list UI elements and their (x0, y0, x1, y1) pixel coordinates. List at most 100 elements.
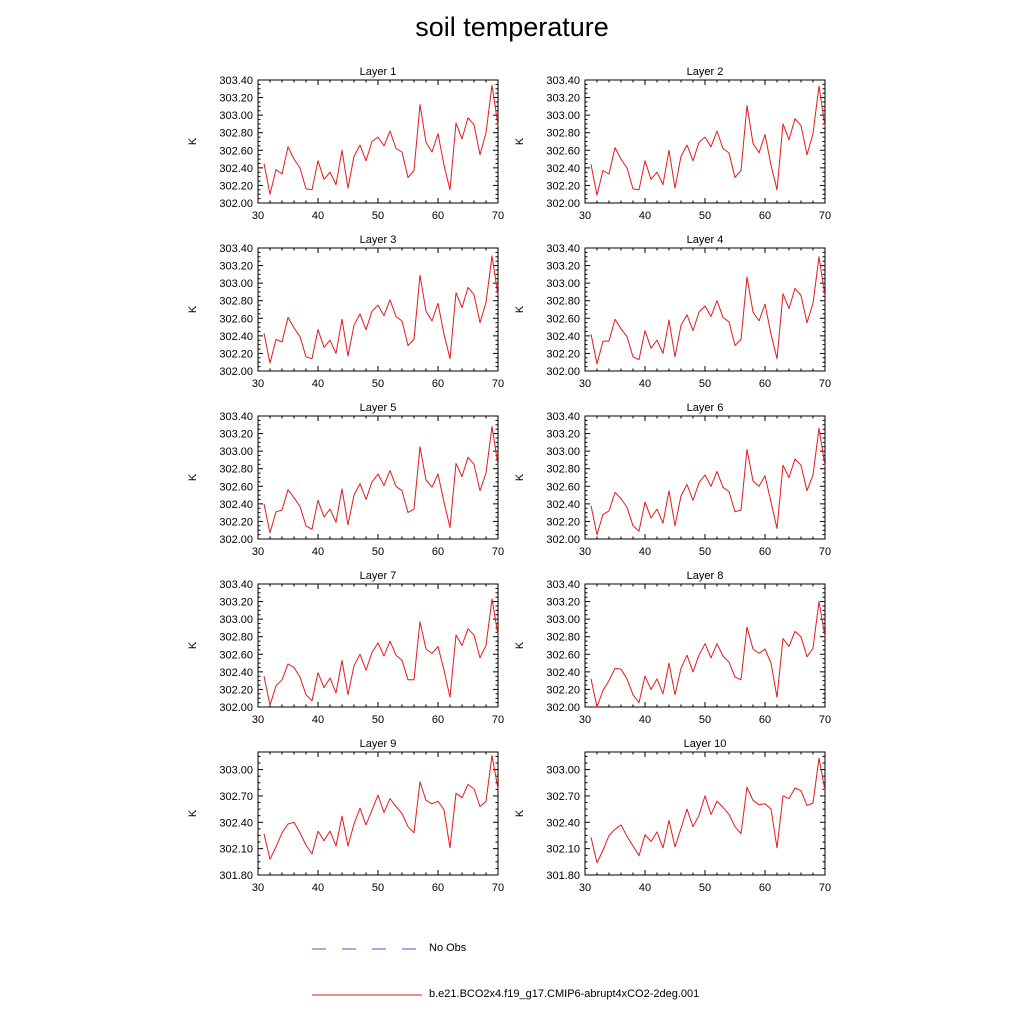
x-tick-label: 30 (252, 882, 264, 894)
y-tick-label: 303.20 (546, 261, 580, 273)
y-axis-label: K (187, 473, 199, 481)
y-axis-label: K (514, 137, 526, 145)
panel-title: Layer 3 (360, 234, 397, 246)
chart-title: soil temperature (415, 12, 609, 42)
x-tick-label: 60 (759, 210, 771, 222)
y-axis-label: K (187, 137, 199, 145)
series-line (263, 598, 499, 706)
plot-frame (257, 79, 499, 204)
y-tick-label: 302.80 (546, 464, 580, 476)
legend-swatch-no-obs (312, 948, 422, 950)
panel-layer-1: Layer 1 K 30 40 50 60 70 302.00 302.20 302.40 302.… (187, 66, 504, 222)
y-tick-label: 303.00 (219, 446, 253, 458)
y-tick-label: 303.00 (219, 614, 253, 626)
y-tick-label: 303.00 (546, 765, 580, 777)
y-tick-label: 302.60 (219, 649, 253, 661)
y-tick-label: 303.40 (219, 579, 253, 591)
x-tick-label: 70 (492, 714, 504, 726)
plot-frame (257, 415, 499, 540)
y-tick-label: 302.70 (219, 791, 253, 803)
x-tick-label: 40 (639, 714, 651, 726)
x-tick-label: 60 (432, 378, 444, 390)
series-line (263, 84, 499, 195)
x-tick-label: 30 (252, 210, 264, 222)
y-tick-label: 302.00 (546, 702, 580, 714)
x-tick-label: 60 (759, 882, 771, 894)
x-tick-label: 70 (492, 546, 504, 558)
y-tick-label: 303.00 (546, 614, 580, 626)
x-tick-label: 60 (759, 714, 771, 726)
y-tick-label: 303.00 (546, 278, 580, 290)
y-tick-label: 302.60 (219, 481, 253, 493)
y-tick-label: 303.20 (219, 429, 253, 441)
y-axis-label: K (514, 473, 526, 481)
x-tick-label: 60 (432, 210, 444, 222)
y-tick-label: 302.40 (219, 667, 253, 679)
y-tick-label: 302.40 (546, 817, 580, 829)
x-tick-label: 50 (372, 882, 384, 894)
y-tick-label: 302.00 (219, 366, 253, 378)
x-tick-label: 30 (579, 378, 591, 390)
panel-title: Layer 6 (687, 402, 724, 414)
y-tick-label: 303.20 (546, 429, 580, 441)
series-line (590, 601, 826, 708)
y-tick-label: 303.40 (546, 411, 580, 423)
x-tick-label: 70 (492, 882, 504, 894)
panel-layer-4: Layer 4 K 30 40 50 60 70 302.00 302.20 302.40 302.… (514, 234, 831, 390)
y-tick-label: 302.70 (546, 791, 580, 803)
x-tick-label: 70 (492, 378, 504, 390)
y-axis-label: K (514, 641, 526, 649)
y-axis-label: K (187, 305, 199, 313)
y-tick-label: 303.00 (546, 110, 580, 122)
panel-layer-7: Layer 7 K 30 40 50 60 70 302.00 302.20 302.40 302.… (187, 570, 504, 726)
panel-title: Layer 2 (687, 66, 724, 78)
y-tick-label: 302.80 (219, 464, 253, 476)
x-tick-label: 60 (432, 882, 444, 894)
x-tick-label: 40 (312, 546, 324, 558)
x-tick-label: 40 (312, 882, 324, 894)
y-tick-label: 303.00 (546, 446, 580, 458)
y-tick-label: 302.40 (219, 499, 253, 511)
y-tick-label: 302.20 (219, 180, 253, 192)
y-tick-label: 302.20 (546, 516, 580, 528)
y-tick-label: 302.40 (219, 163, 253, 175)
panel-title: Layer 1 (360, 66, 397, 78)
y-tick-label: 303.40 (546, 243, 580, 255)
y-tick-label: 302.00 (219, 198, 253, 210)
x-tick-label: 40 (312, 378, 324, 390)
y-tick-label: 302.40 (219, 331, 253, 343)
y-tick-label: 302.00 (546, 534, 580, 546)
x-tick-label: 30 (579, 546, 591, 558)
y-tick-label: 302.20 (219, 516, 253, 528)
y-tick-label: 302.40 (546, 331, 580, 343)
y-tick-label: 302.60 (219, 145, 253, 157)
y-tick-label: 303.40 (546, 75, 580, 87)
y-axis-label: K (187, 809, 199, 817)
y-tick-label: 303.00 (219, 278, 253, 290)
panel-layer-6: Layer 6 K 30 40 50 60 70 302.00 302.20 302.40 302.… (514, 402, 831, 558)
series-line (590, 85, 826, 196)
y-tick-label: 303.20 (219, 261, 253, 273)
y-tick-label: 303.40 (219, 411, 253, 423)
x-tick-label: 40 (639, 546, 651, 558)
y-tick-label: 301.80 (219, 870, 253, 882)
x-tick-label: 60 (432, 546, 444, 558)
plot-frame (257, 247, 499, 372)
x-tick-label: 60 (759, 378, 771, 390)
y-tick-label: 302.10 (546, 844, 580, 856)
y-tick-label: 302.60 (546, 481, 580, 493)
y-tick-label: 302.60 (546, 145, 580, 157)
plot-frame (257, 751, 499, 876)
y-tick-label: 302.20 (546, 684, 580, 696)
y-tick-label: 302.20 (219, 684, 253, 696)
panel-layer-3: Layer 3 K 30 40 50 60 70 302.00 302.20 302.40 302.… (187, 234, 504, 390)
x-tick-label: 60 (759, 546, 771, 558)
x-tick-label: 30 (252, 546, 264, 558)
panel-title: Layer 10 (684, 738, 727, 750)
y-tick-label: 302.80 (546, 296, 580, 308)
y-tick-label: 301.80 (546, 870, 580, 882)
panel-layer-2: Layer 2 K 30 40 50 60 70 302.00 302.20 302.40 302.… (514, 66, 831, 222)
y-tick-label: 303.00 (219, 765, 253, 777)
x-tick-label: 50 (372, 210, 384, 222)
panel-layer-9: Layer 9 K 30 40 50 60 70 301.80 302.10 302.40 302.… (187, 738, 504, 894)
